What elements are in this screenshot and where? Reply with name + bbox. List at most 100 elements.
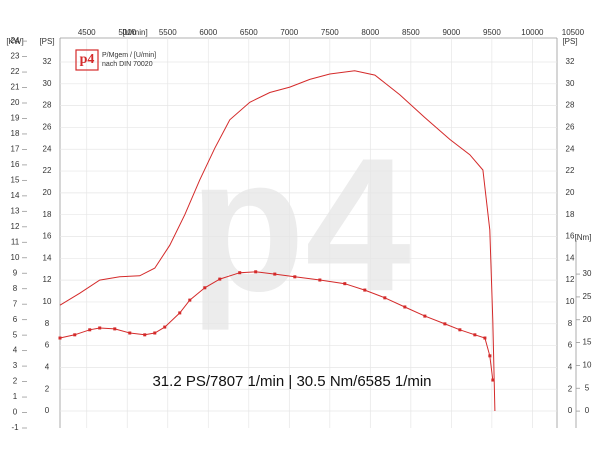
point — [73, 333, 77, 337]
legend-line: nach DIN 70020 — [102, 61, 153, 68]
y-tick-label: 14 — [43, 253, 52, 262]
point — [88, 328, 92, 332]
y-tick-label-right: 10 — [566, 297, 575, 306]
y-tick-label-right: 2 — [568, 384, 573, 393]
y-tick-label: 30 — [43, 79, 52, 88]
x-tick-label: 8500 — [402, 28, 420, 37]
y-tick-label: 2 — [45, 384, 50, 393]
kw-tick-label: 4 — [13, 346, 18, 355]
point — [153, 331, 157, 335]
y-tick-label: 26 — [43, 123, 52, 132]
y-tick-label: 8 — [45, 319, 50, 328]
nm-tick-label: 10 — [583, 361, 592, 370]
kw-tick-label: 21 — [11, 83, 20, 92]
nm-unit: [Nm] — [575, 233, 592, 242]
kw-tick-label: 12 — [11, 222, 20, 231]
y-tick-label-right: 26 — [566, 123, 575, 132]
point — [218, 277, 222, 281]
nm-tick-label: 5 — [585, 383, 590, 392]
y-tick-label-right: 8 — [568, 319, 573, 328]
point — [458, 328, 462, 332]
y-tick-label: 6 — [45, 341, 50, 350]
y-tick-label-right: 20 — [566, 188, 575, 197]
point — [58, 336, 62, 340]
kw-tick-label: 20 — [11, 98, 20, 107]
point — [254, 270, 258, 274]
kw-tick-label: 9 — [13, 268, 18, 277]
x-tick-label: 6000 — [199, 28, 217, 37]
point — [178, 311, 182, 315]
kw-tick-label: 14 — [11, 191, 20, 200]
y-tick-label-right: 24 — [566, 144, 575, 153]
kw-tick-label: 17 — [11, 145, 20, 154]
kw-tick-label: 10 — [11, 253, 20, 262]
point — [383, 296, 387, 300]
point — [483, 336, 487, 340]
y-tick-label-right: 22 — [566, 166, 575, 175]
point — [203, 286, 207, 290]
point — [188, 298, 192, 302]
kw-tick-label: 5 — [13, 330, 18, 339]
nm-tick-label: 15 — [583, 338, 592, 347]
curve — [59, 70, 496, 412]
point — [403, 305, 407, 309]
y-tick-label: 10 — [43, 297, 52, 306]
logo: p4 — [80, 52, 95, 67]
y-tick-label: 28 — [43, 101, 52, 110]
point — [128, 331, 132, 335]
point — [318, 278, 322, 282]
watermark: p4 — [189, 119, 411, 331]
x-tick-label: 8000 — [361, 28, 379, 37]
kw-tick-label: 1 — [13, 392, 18, 401]
y-tick-label-right: 32 — [566, 57, 575, 66]
x-tick-label: 10000 — [521, 28, 544, 37]
legend-line: P/Mgem / [U/min] — [102, 52, 156, 59]
y-tick-label-right: 4 — [568, 362, 573, 371]
point — [163, 325, 167, 329]
y-tick-label: 18 — [43, 210, 52, 219]
kw-tick-label: 19 — [11, 114, 20, 123]
y-tick-label-right: 12 — [566, 275, 575, 284]
point — [273, 272, 277, 276]
kw-tick-label: 13 — [11, 206, 20, 215]
kw-tick-label: 7 — [13, 299, 18, 308]
x-tick-label: 7500 — [321, 28, 339, 37]
point — [143, 333, 147, 337]
x-tick-label: 9000 — [442, 28, 460, 37]
x-tick-label: 6500 — [240, 28, 258, 37]
x-tick-label: 7000 — [280, 28, 298, 37]
point — [343, 282, 347, 286]
y-tick-label: 0 — [45, 406, 50, 415]
y-tick-label-right: 0 — [568, 406, 573, 415]
logo-box — [75, 49, 99, 71]
point — [113, 327, 117, 331]
kw-tick-label: 0 — [13, 408, 18, 417]
point — [473, 333, 477, 337]
point — [488, 354, 492, 358]
x-tick-label: 4500 — [78, 28, 96, 37]
x-tick-label: 5000 — [118, 28, 136, 37]
ps-unit-right: [PS] — [562, 37, 577, 46]
point — [491, 378, 495, 382]
kw-tick-label: 6 — [13, 315, 18, 324]
kw-tick-label: 23 — [11, 52, 20, 61]
kw-tick-label: 15 — [11, 175, 20, 184]
y-tick-label-right: 30 — [566, 79, 575, 88]
point — [293, 275, 297, 279]
y-tick-label: 24 — [43, 144, 52, 153]
annotation: 31.2 PS/7807 1/min | 30.5 Nm/6585 1/min — [152, 373, 431, 390]
point — [98, 326, 102, 330]
y-tick-label: 22 — [43, 166, 52, 175]
kw-tick-label: -1 — [11, 423, 19, 432]
y-tick-label-right: 28 — [566, 101, 575, 110]
y-tick-label-right: 14 — [566, 253, 575, 262]
kw-tick-label: 8 — [13, 284, 18, 293]
y-tick-label-right: 6 — [568, 341, 573, 350]
kw-tick-label: 18 — [11, 129, 20, 138]
y-tick-label-right: 16 — [566, 232, 575, 241]
y-tick-label-right: 18 — [566, 210, 575, 219]
kw-tick-label: 3 — [13, 361, 18, 370]
x-tick-label: 5500 — [159, 28, 177, 37]
ps-unit: [PS] — [39, 37, 54, 46]
